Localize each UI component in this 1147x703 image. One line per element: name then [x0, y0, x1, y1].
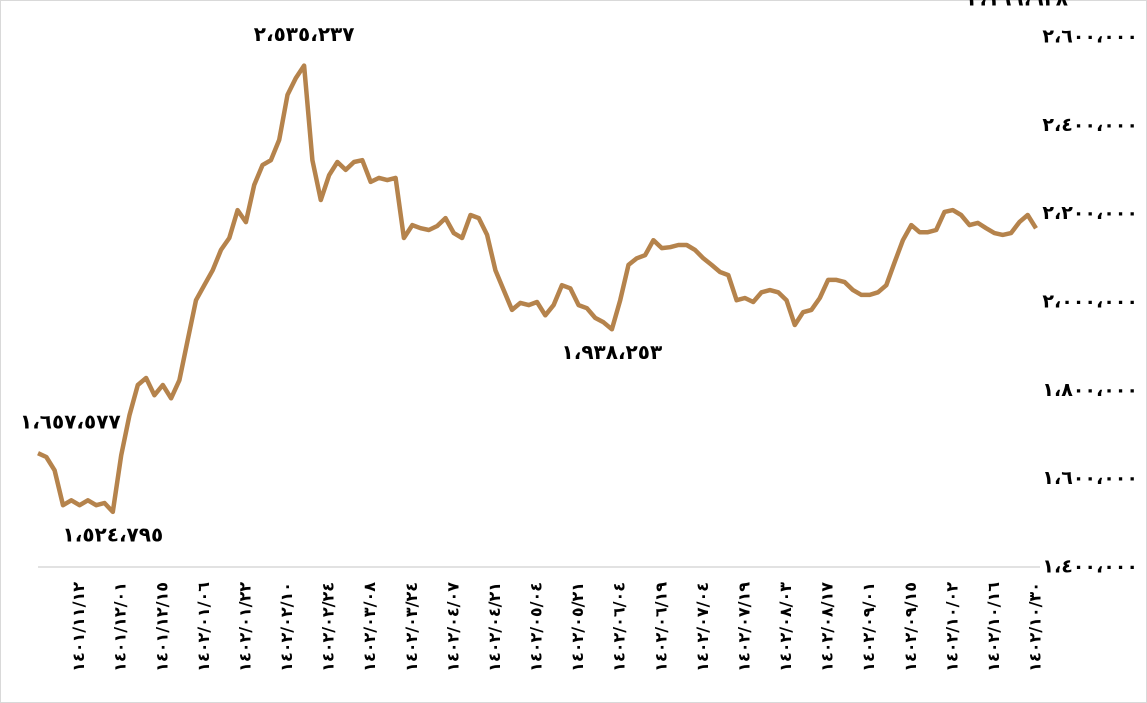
data-label: ١،٥٢٤،٧٩٥ [63, 522, 164, 546]
x-tick-label: ١٤٠٢/٠١/٠٦ [194, 582, 213, 672]
x-tick-label: ١٤٠٢/٠٣/٠٨ [360, 582, 379, 672]
x-tick-label: ١٤٠٢/٠٥/٠٤ [527, 582, 546, 672]
y-tick-label: ١،٤٠٠،٠٠٠ [1042, 556, 1138, 578]
x-tick-label: ١٤٠٢/٠٤/٠٧ [443, 582, 462, 672]
x-tick-label: ١٤٠٢/٠٩/٠١ [859, 582, 878, 672]
x-tick-label: ١٤٠٢/٠١/٢٢ [235, 582, 254, 672]
x-tick-label: ١٤٠٢/٠٨/٠٣ [776, 582, 795, 672]
x-tick-label: ١٤٠١/١١/١٢ [69, 582, 88, 672]
x-tick-label: ١٤٠٢/١٠/٣٠ [1026, 582, 1045, 672]
x-tick-label: ١٤٠٢/١٠/١٦ [984, 582, 1003, 672]
x-tick-label: ١٤٠٢/٠٧/١٩ [734, 582, 753, 672]
x-tick-label: ١٤٠٢/٠٣/٢٤ [402, 582, 421, 672]
x-tick-label: ١٤٠٢/٠٨/١٧ [818, 582, 837, 672]
x-tick-label: ١٤٠٢/٠٥/٢١ [568, 582, 587, 672]
y-tick-label: ٢،٢٠٠،٠٠٠ [1042, 202, 1138, 224]
y-tick-label: ٢،٦٠٠،٠٠٠ [1042, 26, 1138, 48]
y-tick-label: ١،٦٠٠،٠٠٠ [1042, 467, 1138, 489]
data-line [37, 63, 1038, 515]
data-label: ١،٦٥٧،٥٧٧ [20, 410, 121, 434]
x-tick-label: ١٤٠١/١٢/٠١ [111, 582, 130, 672]
data-label: ٢،١٦٦،٩٢٨ [967, 0, 1068, 11]
x-tick-label: ١٤٠٢/٠٢/٢٤ [319, 582, 338, 672]
x-tick-label: ١٤٠٢/٠٦/١٩ [651, 582, 670, 672]
x-tick-label: ١٤٠٢/٠٢/١٠ [277, 582, 296, 672]
y-tick-label: ٢،٤٠٠،٠٠٠ [1042, 114, 1138, 136]
y-tick-label: ١،٨٠٠،٠٠٠ [1042, 379, 1138, 401]
x-tick-label: ١٤٠٢/١٠/٠٢ [942, 582, 961, 672]
x-tick-label: ١٤٠٢/٠٦/٠٤ [610, 582, 629, 672]
data-label: ١،٩٣٨،٢٥٣ [562, 340, 663, 364]
x-tick-label: ١٤٠٢/٠٩/١٥ [901, 582, 920, 672]
y-tick-label: ٢،٠٠٠،٠٠٠ [1042, 291, 1138, 313]
data-label: ٢،٥٣٥،٢٣٧ [254, 22, 355, 46]
x-tick-label: ١٤٠٢/٠٧/٠٤ [693, 582, 712, 672]
x-tick-label: ١٤٠١/١٢/١٥ [152, 582, 171, 672]
x-tick-label: ١٤٠٢/٠٤/٢١ [485, 582, 504, 672]
